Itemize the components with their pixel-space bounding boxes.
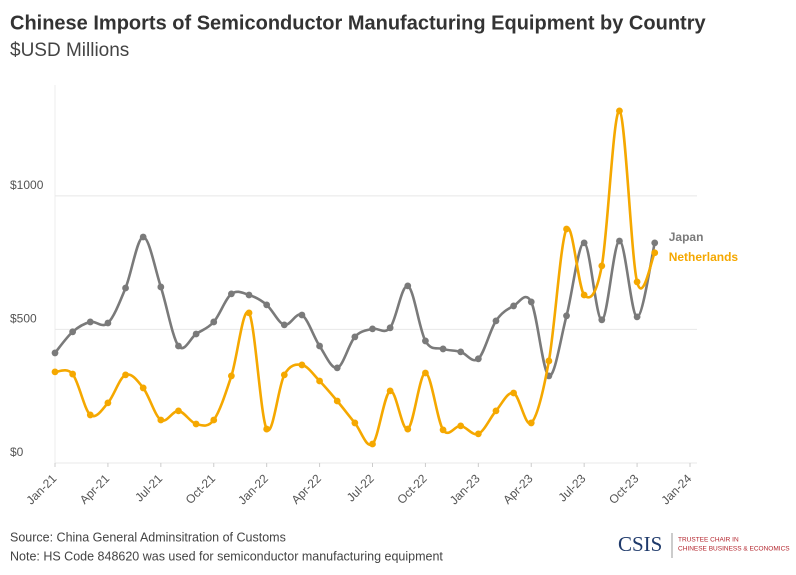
point: [598, 262, 606, 270]
point: [457, 422, 465, 430]
point: [69, 370, 77, 378]
point: [104, 319, 112, 327]
point: [510, 389, 518, 397]
point: [351, 419, 359, 427]
point: [439, 345, 447, 353]
x-tick-label: Jan-23: [447, 471, 483, 507]
point: [298, 361, 306, 369]
point: [598, 316, 606, 324]
point: [404, 425, 412, 433]
point: [175, 342, 182, 350]
point: [510, 302, 518, 310]
x-tick-label: Jan-22: [235, 471, 271, 507]
logo-name: CSIS: [618, 532, 662, 556]
point: [122, 284, 129, 292]
point: [245, 309, 253, 317]
point: [157, 283, 165, 291]
note: Note: HS Code 848620 was used for semico…: [10, 549, 443, 563]
point: [192, 420, 200, 428]
point: [422, 369, 429, 377]
point: [580, 291, 588, 299]
point: [122, 371, 129, 379]
x-tick-label: Oct-23: [606, 471, 642, 507]
point: [422, 337, 429, 345]
point: [316, 342, 323, 350]
point: [86, 318, 94, 326]
point: [616, 237, 623, 245]
point: [580, 239, 588, 247]
point: [227, 290, 235, 298]
point: [351, 333, 359, 341]
point: [333, 364, 341, 372]
point: [139, 384, 147, 392]
point: [280, 321, 288, 329]
y-tick-label: $0: [10, 445, 24, 459]
line: [53, 235, 656, 378]
chart-subtitle: $USD Millions: [10, 40, 129, 61]
point: [404, 282, 412, 290]
x-tick-label: Apr-23: [500, 471, 536, 507]
logo-line: TRUSTEE CHAIR IN: [678, 537, 739, 544]
x-tick-label: Apr-21: [77, 471, 113, 507]
y-tick-label: $500: [10, 312, 37, 326]
point: [492, 317, 500, 325]
point: [139, 233, 147, 241]
point: [86, 411, 94, 419]
series-label: Japan: [669, 230, 704, 244]
point: [51, 349, 59, 357]
source: Source: China General Adminsitration of …: [10, 530, 286, 544]
point: [527, 419, 535, 427]
point: [633, 278, 641, 286]
point: [316, 377, 323, 385]
x-tick-label: Jan-21: [24, 471, 60, 507]
point: [280, 371, 288, 379]
point: [616, 107, 623, 115]
point: [51, 368, 59, 376]
point: [263, 425, 271, 433]
line: [54, 109, 656, 447]
x-tick-label: Apr-22: [289, 471, 325, 507]
point: [210, 318, 218, 326]
y-tick-label: $1000: [10, 178, 44, 192]
logo-line: CHINESE BUSINESS & ECONOMICS: [678, 546, 790, 553]
point: [227, 372, 235, 380]
point: [369, 325, 376, 333]
x-tick-label: Jul-21: [132, 471, 165, 504]
x-tick-label: Jul-22: [344, 471, 377, 504]
point: [192, 330, 200, 338]
point: [474, 430, 482, 438]
point: [563, 312, 570, 320]
point: [175, 407, 182, 415]
point: [210, 416, 218, 424]
point: [492, 407, 500, 415]
point: [333, 397, 341, 405]
point: [298, 311, 306, 319]
point: [545, 357, 553, 365]
point: [633, 313, 641, 321]
point: [439, 426, 447, 434]
point: [263, 301, 271, 309]
x-tick-label: Oct-22: [394, 471, 430, 507]
point: [386, 387, 394, 395]
point: [563, 225, 570, 233]
x-tick-label: Oct-21: [183, 471, 219, 507]
point: [157, 416, 165, 424]
point: [104, 399, 112, 407]
point: [651, 239, 659, 247]
point: [651, 249, 659, 257]
chart-title: Chinese Imports of Semiconductor Manufac…: [10, 12, 706, 34]
x-tick-label: Jul-23: [556, 471, 589, 504]
point: [245, 291, 253, 299]
series-label: Netherlands: [669, 250, 739, 264]
point: [474, 355, 482, 363]
point: [69, 328, 77, 336]
point: [386, 324, 394, 332]
point: [457, 348, 465, 356]
point: [527, 298, 535, 306]
x-tick-label: Jan-24: [659, 471, 695, 507]
point: [369, 440, 376, 448]
